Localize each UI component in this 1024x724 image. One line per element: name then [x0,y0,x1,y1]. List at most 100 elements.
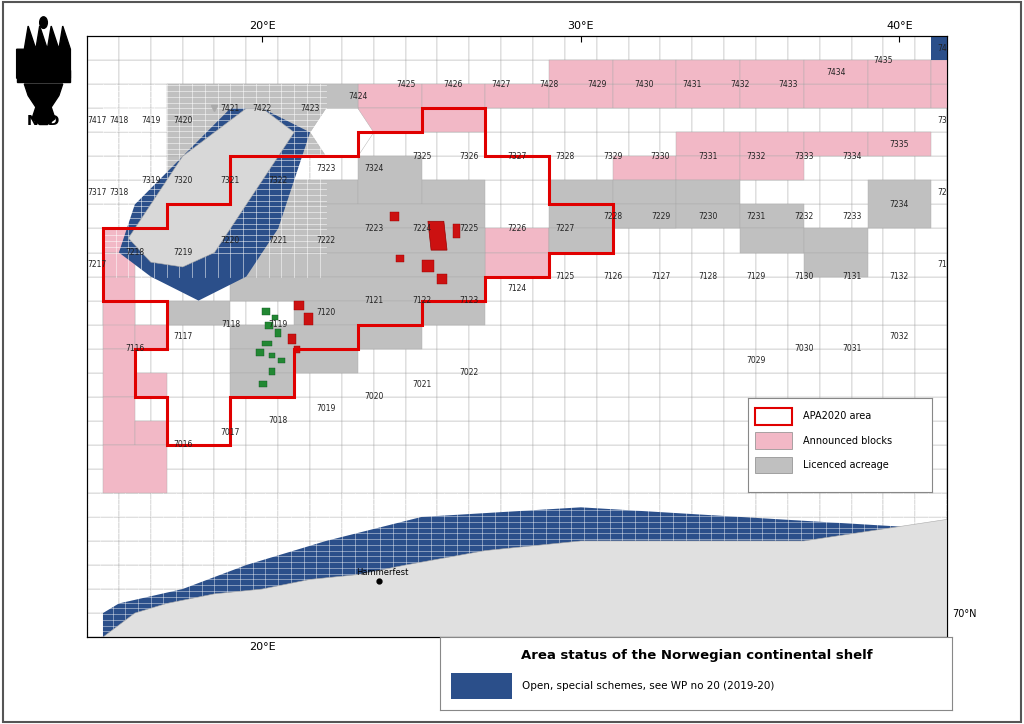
Bar [534,84,565,109]
Bar [310,349,342,373]
Bar [852,445,884,469]
Bar [597,180,629,204]
Bar [469,565,501,589]
Bar [787,541,820,565]
Bar [182,373,214,397]
Bar [597,277,629,300]
Bar [310,613,342,637]
Bar [692,324,724,349]
Bar [867,132,931,156]
Bar [534,324,565,349]
Bar [820,421,852,445]
Bar [884,541,915,565]
Bar [884,36,915,60]
Bar [342,613,374,637]
Bar [677,180,740,204]
Bar [915,469,947,493]
Bar [87,253,119,277]
Polygon shape [119,109,310,300]
Bar [437,84,469,109]
Bar [406,324,437,349]
Bar [182,421,214,445]
Bar [151,277,182,300]
Bar [915,349,947,373]
Text: 7122: 7122 [412,296,431,305]
Bar [947,84,979,109]
Bar [406,373,437,397]
Bar [437,541,469,565]
Bar [279,565,310,589]
Bar [756,589,787,613]
Text: 7423: 7423 [300,104,319,113]
Bar [629,300,660,324]
Bar [534,493,565,517]
Bar [884,589,915,613]
Bar [279,397,310,421]
Bar [724,229,756,253]
Bar [756,277,787,300]
Bar [915,84,947,109]
Bar [692,349,724,373]
Bar [534,180,565,204]
Bar [279,541,310,565]
Bar [247,300,279,324]
Bar [884,517,915,541]
Text: 7329: 7329 [603,152,623,161]
Bar [501,109,534,132]
Bar [135,373,167,397]
Bar [787,565,820,589]
Bar [469,60,501,84]
Bar [230,277,485,300]
Bar [119,109,151,132]
Text: 7427: 7427 [492,80,511,89]
Bar [915,373,947,397]
Bar [549,60,612,84]
Text: 7126: 7126 [603,272,623,281]
Bar [247,613,279,637]
Bar [884,180,915,204]
Bar [787,109,820,132]
Bar [852,229,884,253]
Bar [787,493,820,517]
Bar [692,493,724,517]
Text: 7224: 7224 [412,224,431,233]
Bar [214,109,247,132]
Bar [597,36,629,60]
Text: APA2020 area: APA2020 area [803,411,871,421]
Bar [279,253,310,277]
Bar [422,109,485,132]
Bar [247,445,279,469]
Bar [279,60,310,84]
Bar [692,517,724,541]
Bar [756,204,787,229]
Bar [279,358,285,363]
Text: 7426: 7426 [443,80,463,89]
Text: 7319: 7319 [141,176,161,185]
Bar [87,541,119,565]
Bar [787,229,820,253]
Bar [597,253,629,277]
Bar [422,180,485,204]
Bar [534,421,565,445]
Bar [660,349,692,373]
Bar [756,109,787,132]
Bar [915,180,947,204]
Bar [87,132,119,156]
Bar [279,469,310,493]
Bar [119,277,151,300]
Bar [884,493,915,517]
Bar [660,229,692,253]
Bar [629,109,660,132]
Bar [294,346,300,353]
Text: 7336: 7336 [937,116,957,125]
Bar [342,84,374,109]
Bar [852,36,884,60]
Bar [119,373,151,397]
Bar [724,565,756,589]
Text: Announced blocks: Announced blocks [803,436,892,445]
Bar [692,36,724,60]
Text: Hammerfest: Hammerfest [356,568,409,576]
Bar [230,349,357,373]
Bar [692,180,724,204]
Bar [469,109,501,132]
